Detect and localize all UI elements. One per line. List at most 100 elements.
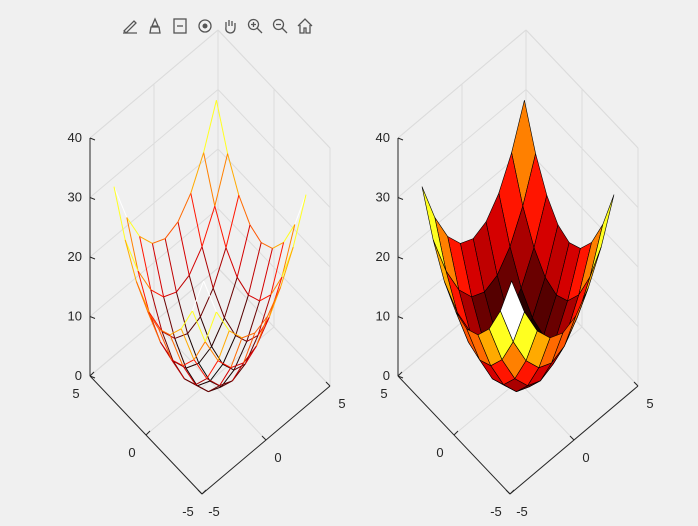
mesh-line (270, 276, 283, 296)
x-tick-label: -5 (516, 504, 528, 519)
mesh-line (191, 280, 205, 312)
y-tick-label: 5 (380, 386, 387, 401)
mesh-line (270, 242, 285, 295)
mesh-line (241, 332, 255, 339)
y-tick (509, 489, 515, 495)
z-tick-label: 40 (376, 130, 390, 145)
x-tick (569, 435, 575, 441)
mesh-line (211, 317, 225, 347)
surface-patch (589, 194, 615, 278)
mesh-line (176, 274, 190, 293)
z-tick (89, 256, 96, 260)
mesh-line (195, 384, 209, 393)
mesh-line (163, 296, 176, 339)
mesh-line (113, 186, 128, 218)
mesh-line (247, 242, 262, 296)
mesh-line (243, 332, 256, 364)
mesh-line (244, 335, 259, 365)
mesh-line (279, 246, 294, 288)
z-tick-label: 0 (75, 368, 82, 383)
mesh-line (235, 294, 249, 336)
mesh-line (267, 287, 281, 317)
mesh-line (158, 328, 173, 361)
pan-icon (225, 20, 236, 34)
mesh-line (243, 345, 257, 364)
brush-button[interactable] (143, 14, 167, 38)
mesh-line (191, 310, 206, 342)
zoom-in-button[interactable] (243, 14, 267, 38)
mesh-line (222, 335, 237, 365)
mesh-line (135, 281, 149, 312)
mesh-line (201, 246, 214, 289)
mesh-line (283, 224, 296, 243)
mesh-line (225, 195, 240, 248)
z-tick-label: 0 (383, 368, 390, 383)
brush-icon (149, 17, 161, 34)
z-tick (397, 137, 404, 141)
mesh-line (164, 238, 177, 293)
mesh-line (158, 328, 171, 336)
mesh-line (230, 337, 243, 368)
mesh-line (219, 367, 232, 386)
mesh-line (124, 239, 137, 282)
mesh-line (113, 186, 126, 241)
surface-axes[interactable]: 0 10 20 30 40 -5 0 5 -5 0 5 (376, 29, 654, 519)
mesh-line (259, 294, 272, 302)
mesh-line (185, 367, 198, 387)
mesh-line (215, 311, 230, 332)
mesh-line (259, 248, 273, 302)
z-tick-label: 10 (68, 309, 82, 324)
mesh-line (257, 294, 272, 336)
mesh-line (201, 205, 216, 247)
mesh-line (260, 242, 273, 249)
z-tick (89, 316, 96, 319)
rotate-3d-button[interactable] (193, 14, 217, 38)
y-tick (145, 430, 151, 436)
y-tick (89, 371, 95, 377)
mesh-line (249, 224, 262, 243)
mesh-line (126, 217, 139, 272)
mesh-line (137, 270, 150, 313)
mesh-line (235, 335, 248, 342)
zoom-out-button[interactable] (268, 14, 292, 38)
mesh-line (255, 316, 269, 347)
edit-plot-icon (123, 20, 137, 34)
x-tick-label: 0 (274, 450, 281, 465)
mesh-line (195, 378, 208, 386)
mesh-line (281, 224, 296, 278)
mesh-line (174, 338, 187, 369)
pan-button[interactable] (218, 14, 242, 38)
mesh-line (139, 236, 152, 290)
mesh-line (188, 246, 203, 276)
mesh-line (150, 289, 164, 298)
mesh-axes[interactable]: 0 10 20 30 40 -5 0 5 -5 0 5 (68, 29, 346, 519)
mesh-line (225, 247, 238, 278)
mesh-line (161, 331, 174, 362)
mesh-line (212, 288, 225, 319)
mesh-line (187, 333, 200, 364)
z-tick (89, 197, 96, 200)
data-tips-button[interactable] (168, 14, 192, 38)
edit-plot-button[interactable] (118, 14, 142, 38)
z-tick (397, 197, 404, 200)
mesh-line (184, 378, 196, 386)
mesh-line (190, 152, 205, 194)
mesh-line (182, 359, 195, 367)
home-button[interactable] (293, 14, 317, 38)
zoom-out-icon (272, 18, 288, 34)
mesh-line (164, 221, 179, 239)
mesh-line (174, 333, 188, 339)
z-tick-label: 40 (68, 130, 82, 145)
mesh-line (159, 341, 173, 361)
mesh-line (230, 362, 244, 369)
z-tick (397, 375, 404, 379)
x-tick-label: -5 (208, 504, 220, 519)
axes-toolbar (118, 14, 317, 38)
mesh-line (151, 243, 165, 298)
mesh-line (227, 153, 240, 196)
mesh-line (199, 287, 214, 318)
zoom-in-icon (247, 18, 263, 34)
mesh-line (254, 315, 268, 334)
mesh-line (292, 194, 307, 248)
mesh-line (212, 247, 227, 289)
